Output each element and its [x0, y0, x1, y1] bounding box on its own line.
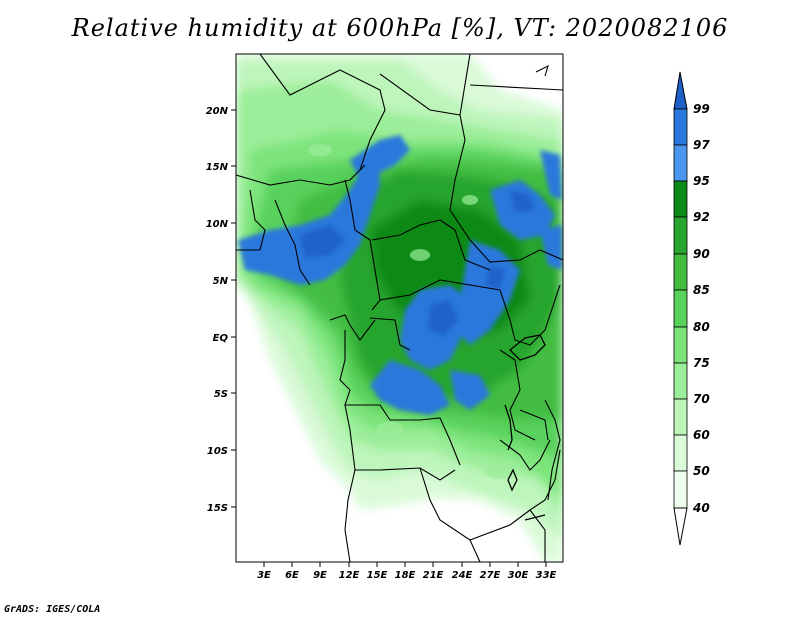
colorbar-label: 80: [693, 320, 710, 334]
lon-label: 21E: [423, 570, 444, 581]
colorbar-swatch: [673, 434, 688, 472]
colorbar-swatch: [673, 398, 688, 436]
grads-credit: GrADS: IGES/COLA: [4, 604, 101, 615]
colorbar-swatch: [673, 180, 688, 218]
colorbar-label: 60: [693, 428, 710, 442]
map-title: Relative humidity at 600hPa [%], VT: 202…: [71, 14, 729, 42]
colorbar-label: 40: [692, 501, 710, 515]
lat-label: 5N: [213, 276, 229, 287]
colorbar-swatch: [673, 108, 688, 146]
map-frame: [235, 53, 564, 563]
colorbar-bottom-arrow: [673, 507, 688, 546]
lon-label: 27E: [480, 570, 501, 581]
lon-label: 6E: [285, 570, 299, 581]
colorbar-swatch: [673, 326, 688, 364]
lakes: [504, 334, 546, 521]
lon-label: 3E: [257, 570, 271, 581]
colorbar-label: 70: [693, 392, 710, 406]
lon-label: 18E: [395, 570, 416, 581]
colorbar-swatch: [673, 289, 688, 328]
lon-label: 30E: [508, 570, 529, 581]
latitude-axis: [231, 109, 236, 508]
colorbar-label: 97: [693, 138, 710, 152]
colorbar-swatch: [673, 253, 688, 291]
lat-label: 5S: [214, 389, 228, 400]
lat-label: 10N: [206, 219, 229, 230]
colorbar-label: 92: [693, 210, 710, 224]
colorbar-label: 75: [693, 356, 710, 370]
colorbar-top-arrow: [673, 71, 688, 110]
colorbar-label: 95: [693, 174, 710, 188]
lon-label: 9E: [313, 570, 327, 581]
lon-label: 24E: [452, 570, 473, 581]
colorbar-label: 85: [693, 283, 710, 297]
lat-label: 10S: [207, 446, 228, 457]
colorbar-swatch: [673, 362, 688, 400]
lon-label: 15E: [367, 570, 388, 581]
lat-label: 20N: [206, 106, 229, 117]
lat-label: EQ: [213, 333, 229, 344]
colorbar-swatch: [673, 216, 688, 255]
colorbar-label: 99: [693, 102, 710, 116]
lat-label: 15N: [206, 162, 229, 173]
lat-label: 15S: [207, 503, 228, 514]
colorbar-label: 90: [693, 247, 710, 261]
colorbar: [673, 71, 688, 546]
longitude-axis: [263, 562, 547, 567]
colorbar-swatch: [673, 144, 688, 182]
colorbar-swatch: [673, 470, 688, 509]
humidity-field: [236, 54, 563, 562]
country-borders: [236, 54, 563, 562]
colorbar-label: 50: [693, 464, 710, 478]
lon-label: 12E: [339, 570, 360, 581]
lon-label: 33E: [536, 570, 557, 581]
